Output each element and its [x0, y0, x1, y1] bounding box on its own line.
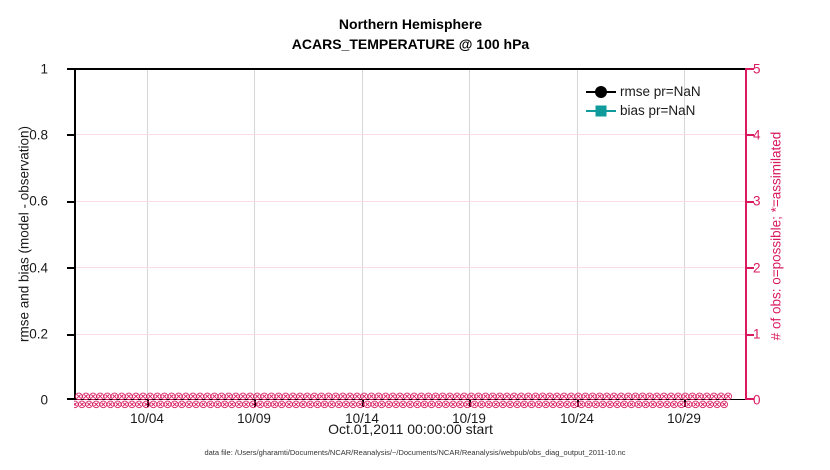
left-axis-title: rmse and bias (model - observation) [16, 125, 32, 343]
x-gridline [362, 70, 363, 399]
right-tick-label: 5 [753, 61, 761, 77]
right-tick [747, 201, 754, 203]
chart-title-line1: Northern Hemisphere [338, 16, 483, 32]
left-tick-label: 0.8 [29, 127, 48, 143]
right-tick [747, 267, 754, 269]
right-tick-label: 2 [753, 260, 761, 276]
right-tick [747, 134, 754, 136]
left-tick-label: 0.4 [29, 260, 48, 276]
obs-marker-row: ⊗⊗⊗⊗⊗⊗⊗⊗⊗⊗⊗⊗⊗⊗⊗⊗⊗⊗⊗⊗⊗⊗⊗⊗⊗⊗⊗⊗⊗⊗⊗⊗⊗⊗⊗⊗⊗⊗⊗⊗… [74, 397, 729, 410]
bias-line-marker-icon [586, 104, 616, 118]
y-gridline [76, 334, 745, 335]
left-tick-label: 0.2 [29, 326, 48, 342]
x-tick-label: 10/29 [667, 411, 701, 426]
right-tick [747, 68, 754, 70]
left-tick-label: 0 [40, 392, 48, 408]
chart-title: Northern Hemisphere ACARS_TEMPERATURE @ … [74, 14, 747, 54]
right-tick-label: 0 [753, 392, 761, 408]
x-tick-label: 10/04 [130, 411, 164, 426]
left-tick-label: 1 [40, 61, 48, 77]
obs-marker-row: ⊗⊗⊗⊗⊗⊗⊗⊗⊗⊗⊗⊗⊗⊗⊗⊗⊗⊗⊗⊗⊗⊗⊗⊗⊗⊗⊗⊗⊗⊗⊗⊗⊗⊗⊗⊗⊗⊗⊗⊗… [74, 392, 733, 403]
legend-row-bias: bias pr=NaN [586, 101, 701, 120]
chart-title-line2: ACARS_TEMPERATURE @ 100 hPa [291, 36, 530, 52]
x-tick-label: 10/24 [560, 411, 594, 426]
x-tick [362, 400, 364, 407]
left-tick [67, 398, 74, 400]
right-axis-title: # of obs: o=possible; *=assimilated [768, 131, 784, 341]
x-tick [147, 400, 149, 407]
x-tick-label: 10/19 [452, 411, 486, 426]
y-gridline [76, 134, 745, 135]
x-tick [577, 400, 579, 407]
legend: rmse pr=NaN bias pr=NaN [586, 82, 701, 120]
axis-right-border [745, 68, 747, 400]
plot-area: 1 0.8 0.6 0.4 0.2 0 5 4 3 2 1 0 10/04 10… [29, 62, 760, 427]
y-gridline [76, 267, 745, 268]
left-tick [67, 134, 74, 136]
legend-label-bias: bias pr=NaN [620, 103, 696, 118]
left-tick [67, 68, 74, 70]
x-gridline [254, 70, 255, 399]
rmse-line-marker-icon [586, 85, 616, 99]
right-tick-label: 1 [753, 326, 761, 342]
right-tick [747, 398, 754, 400]
x-tick [469, 400, 471, 407]
axis-top-border [74, 68, 747, 70]
right-tick-label: 4 [753, 127, 761, 143]
axis-bottom-border [74, 399, 747, 400]
data-file-path: data file: /Users/gharamti/Documents/NCA… [204, 448, 626, 457]
left-tick [67, 201, 74, 203]
legend-row-rmse: rmse pr=NaN [586, 82, 701, 101]
x-tick [684, 400, 686, 407]
x-tick-label: 10/09 [237, 411, 271, 426]
x-axis-title: Oct.01,2011 00:00:00 start [328, 421, 493, 437]
x-tick [254, 400, 256, 407]
legend-label-rmse: rmse pr=NaN [620, 84, 701, 99]
left-tick [67, 334, 74, 336]
y-gridline [76, 201, 745, 202]
obs-count-marker-band: ⊗⊗⊗⊗⊗⊗⊗⊗⊗⊗⊗⊗⊗⊗⊗⊗⊗⊗⊗⊗⊗⊗⊗⊗⊗⊗⊗⊗⊗⊗⊗⊗⊗⊗⊗⊗⊗⊗⊗⊗… [74, 392, 752, 410]
left-tick-label: 0.6 [29, 193, 48, 209]
x-gridline [469, 70, 470, 399]
x-tick-label: 10/14 [345, 411, 379, 426]
x-gridline [684, 70, 685, 399]
right-tick-label: 3 [753, 193, 761, 209]
axis-left-border [74, 68, 76, 400]
left-tick [67, 267, 74, 269]
right-tick [747, 334, 754, 336]
x-gridline [147, 70, 148, 399]
x-gridline [577, 70, 578, 399]
